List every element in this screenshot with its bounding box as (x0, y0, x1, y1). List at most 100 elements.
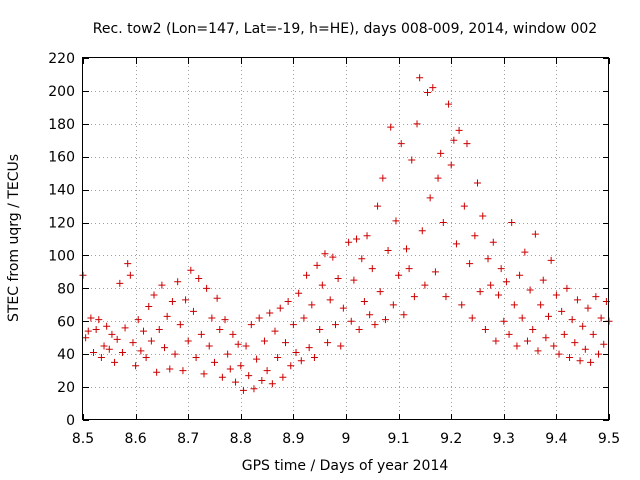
data-point (216, 326, 224, 333)
data-point (145, 302, 153, 310)
data-point (168, 298, 176, 306)
data-point (466, 260, 474, 268)
data-point (324, 339, 332, 347)
data-point (476, 288, 484, 296)
data-point (211, 358, 218, 366)
data-point (237, 362, 245, 370)
data-point (174, 278, 182, 286)
data-point (334, 274, 342, 282)
data-point (458, 301, 466, 309)
data-point (129, 339, 137, 347)
data-point (234, 340, 242, 348)
x-tick-label: 8.7 (177, 431, 199, 447)
data-point (402, 245, 410, 253)
data-point (505, 330, 513, 338)
y-tick-label: 160 (48, 150, 75, 166)
data-point (542, 334, 550, 342)
data-point (103, 322, 111, 330)
data-point (579, 322, 587, 330)
data-point (308, 301, 316, 309)
y-tick-label: 100 (48, 248, 75, 264)
data-point (111, 358, 119, 366)
data-point (418, 227, 426, 235)
data-point (392, 217, 400, 225)
x-tick-label: 9.5 (598, 431, 620, 447)
data-point (318, 281, 326, 289)
data-point (502, 278, 510, 286)
data-point (229, 330, 237, 338)
data-point (321, 250, 329, 258)
data-point (339, 304, 347, 312)
data-point (581, 345, 589, 353)
data-point (397, 140, 405, 148)
data-point (232, 378, 240, 386)
data-point (481, 326, 489, 333)
data-point (429, 84, 437, 92)
data-point (274, 353, 282, 361)
data-point (331, 321, 339, 329)
data-point (224, 350, 232, 358)
data-point (182, 296, 190, 304)
data-point (279, 373, 287, 381)
data-point (353, 235, 361, 243)
data-point (326, 296, 334, 304)
data-point (132, 362, 140, 370)
data-point (242, 342, 250, 350)
data-point (410, 293, 418, 301)
data-point (282, 339, 290, 347)
x-tick-label: 9.3 (493, 431, 515, 447)
data-point (568, 316, 576, 324)
data-point (192, 353, 200, 361)
data-point (100, 342, 108, 350)
data-point (363, 232, 371, 240)
data-point (592, 293, 600, 301)
data-point (552, 291, 560, 299)
data-point (355, 326, 363, 333)
data-point (305, 344, 313, 352)
data-point (584, 304, 592, 312)
chart-title: Rec. tow2 (Lon=147, Lat=-19, h=HE), days… (93, 21, 597, 37)
data-point (460, 202, 468, 210)
data-point (376, 288, 384, 296)
data-point (250, 385, 258, 393)
data-point (555, 350, 563, 358)
data-point (560, 330, 568, 338)
data-point (431, 268, 439, 276)
data-point (587, 358, 595, 366)
data-point (90, 349, 98, 357)
data-point (97, 353, 105, 361)
data-point (271, 327, 279, 335)
data-point (550, 342, 558, 350)
data-point (247, 321, 255, 329)
data-point (171, 350, 179, 358)
data-point (366, 311, 374, 319)
data-point (594, 350, 602, 358)
data-point (139, 327, 147, 335)
data-point (313, 261, 321, 269)
data-point (258, 377, 266, 385)
data-point (329, 253, 337, 261)
data-point (558, 307, 566, 315)
data-point (303, 271, 311, 279)
data-point (187, 266, 195, 274)
data-point (408, 156, 416, 164)
x-tick-label: 9.1 (387, 431, 409, 447)
data-point (284, 298, 292, 306)
data-point (600, 340, 608, 348)
data-point (153, 368, 161, 376)
data-point (208, 314, 216, 322)
data-point (287, 362, 295, 370)
data-point (218, 373, 226, 381)
data-point (374, 202, 382, 210)
data-point (84, 327, 92, 335)
data-point (276, 304, 284, 312)
data-point (471, 232, 479, 240)
data-point (310, 353, 318, 361)
y-axis-title: STEC from uqrg / TECUs (6, 154, 22, 322)
y-tick-label: 80 (57, 281, 75, 297)
data-point (205, 342, 213, 350)
data-point (108, 330, 116, 338)
data-point (534, 347, 542, 355)
data-point (371, 321, 379, 329)
data-point (113, 335, 121, 343)
